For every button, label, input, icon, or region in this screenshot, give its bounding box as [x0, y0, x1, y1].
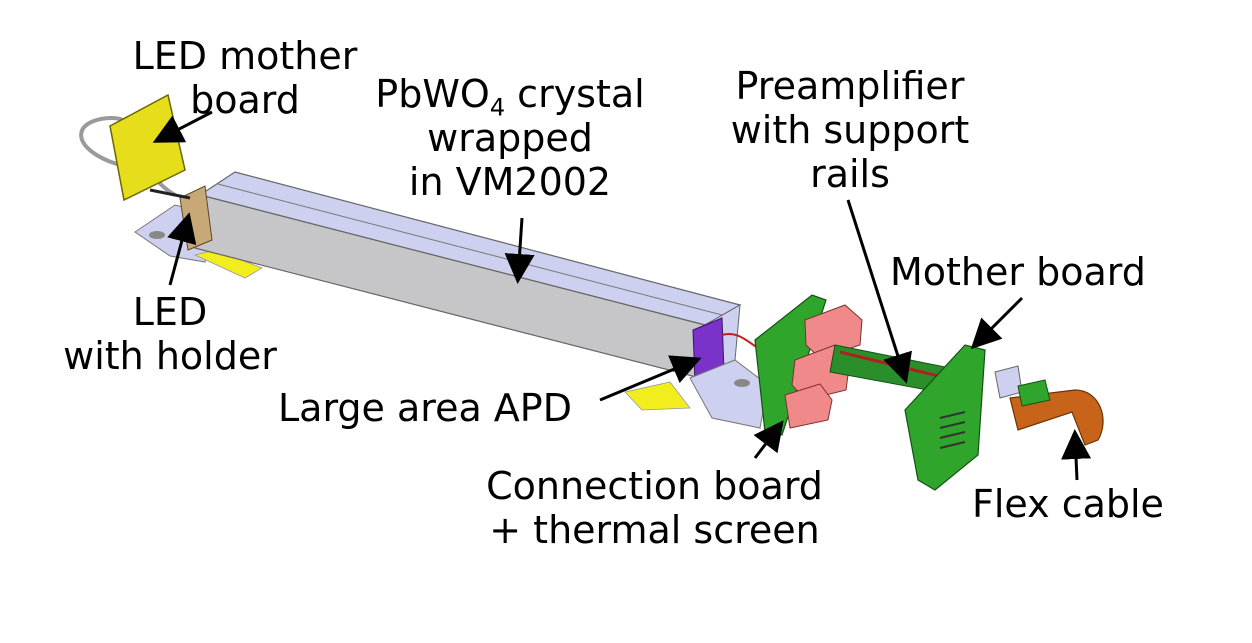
crystal-wrap-line [217, 183, 723, 316]
connector-pins [939, 411, 966, 449]
label-connection-board-line1: Connection board [486, 464, 823, 508]
label-apd: Large area APD [278, 386, 572, 430]
label-led-holder-line2: with holder [63, 334, 277, 378]
label-led-mother-board-line2: board [190, 78, 300, 122]
arrow-mother-board [970, 296, 1024, 350]
label-crystal: PbWO4 crystal wrapped in VM2002 [350, 72, 670, 204]
label-connection-board: Connection board + thermal screen [462, 464, 847, 552]
label-preamplifier-line3: rails [810, 152, 890, 196]
label-crystal-line3: in VM2002 [408, 160, 612, 204]
arrow-led-mother-board [152, 110, 213, 143]
label-crystal-suffix: crystal [505, 72, 645, 116]
small-connector [994, 365, 1023, 399]
label-preamplifier-line2: with support [730, 108, 970, 152]
label-preamplifier-line1: Preamplifier [735, 64, 965, 108]
label-flex-cable: Flex cable [972, 482, 1164, 526]
label-crystal-line1: PbWO4 crystal [350, 72, 670, 120]
label-led-holder: LED with holder [40, 290, 300, 378]
arrow-crystal [504, 217, 535, 284]
label-led-mother-board: LED mother board [100, 34, 390, 122]
label-mother-board: Mother board [890, 250, 1146, 294]
label-crystal-prefix: PbWO [375, 72, 490, 116]
arrow-apd [599, 355, 702, 402]
led-pins [149, 188, 191, 200]
label-connection-board-line2: + thermal screen [489, 508, 820, 552]
label-led-mother-board-line1: LED mother [132, 34, 358, 78]
arrow-led-holder [167, 212, 197, 286]
flex-green-tab [1017, 379, 1051, 407]
mounting-hole [149, 231, 165, 239]
preamp-block-low [784, 383, 833, 429]
arrow-connection-board [753, 420, 784, 459]
label-led-holder-line1: LED [132, 290, 208, 334]
preamp-block-top [804, 304, 863, 359]
label-crystal-subscript: 4 [489, 93, 506, 122]
label-crystal-line2: wrapped [427, 116, 593, 160]
label-preamplifier: Preamplifier with support rails [705, 64, 995, 196]
arrow-flex-cable [1061, 429, 1092, 481]
pointer-arrows [152, 110, 1092, 481]
mounting-hole-2 [734, 379, 750, 387]
arrow-preamplifier [846, 199, 912, 384]
yellow-strip-right [624, 381, 691, 411]
